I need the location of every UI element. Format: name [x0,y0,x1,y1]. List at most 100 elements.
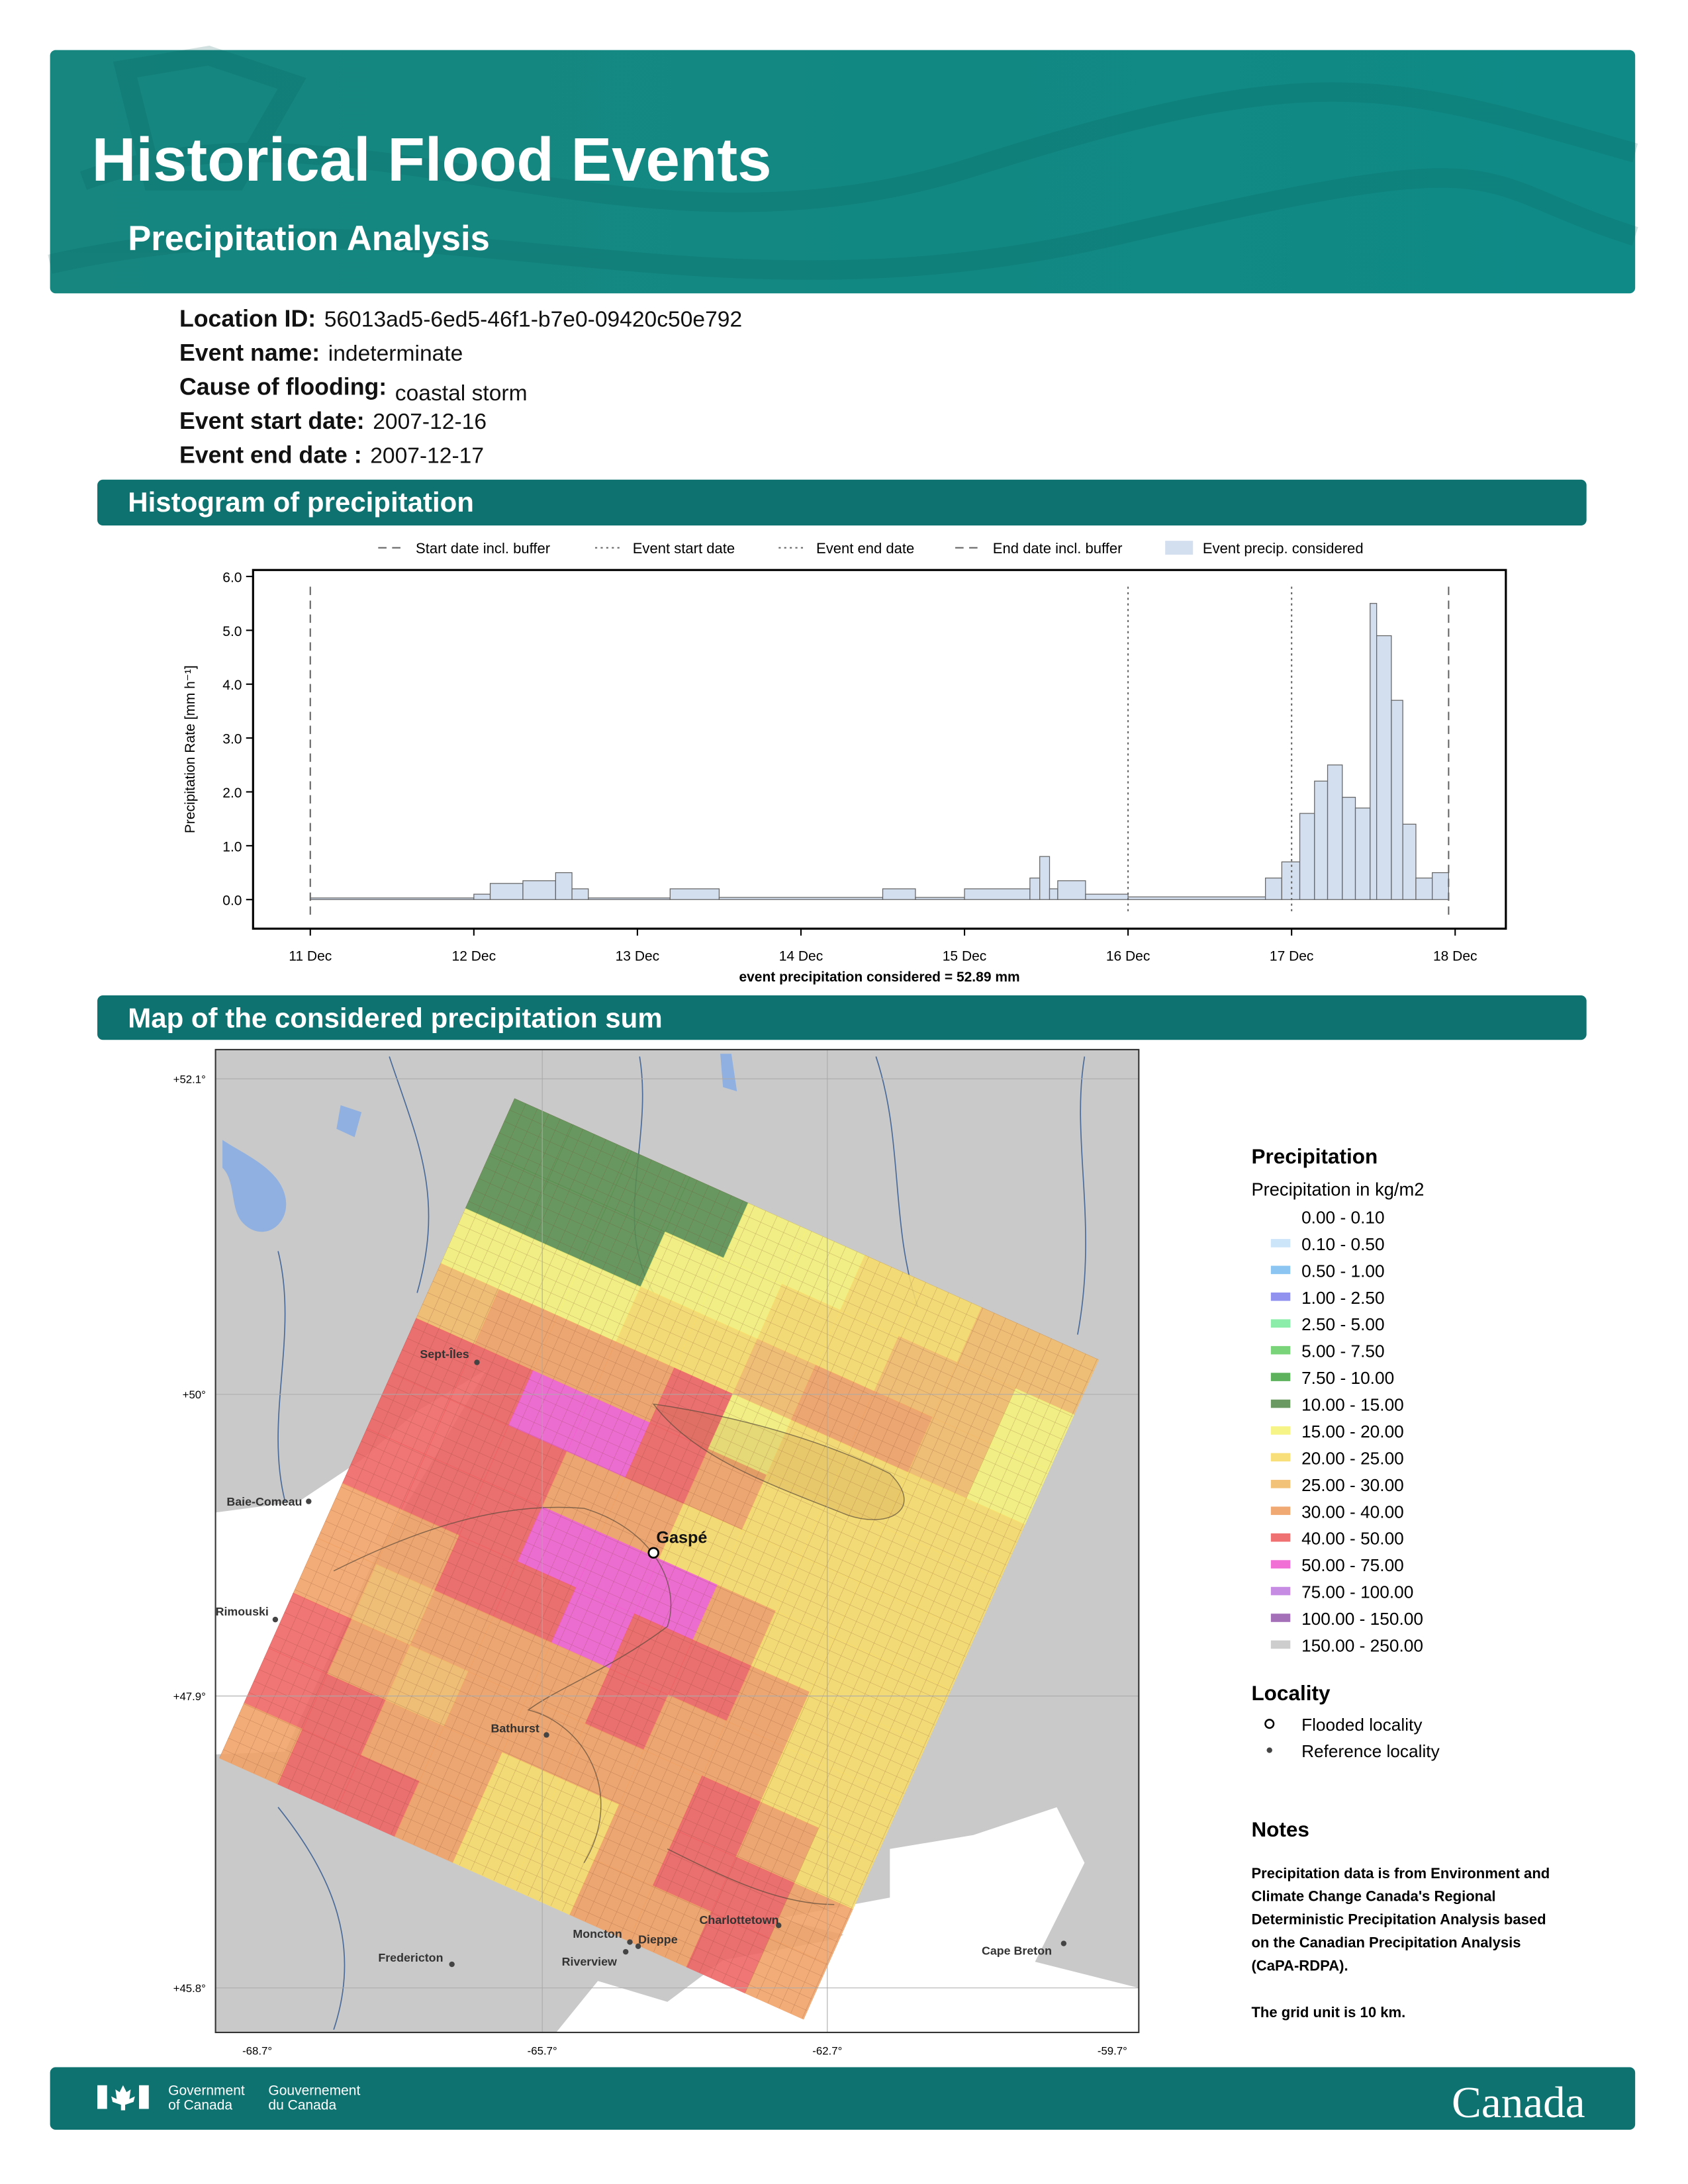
histogram-bar [882,888,916,900]
histogram-bar [1127,896,1266,900]
canada-flag [97,2085,149,2111]
x-axis-label: event precipitation considered = 52.89 m… [739,970,1019,985]
legend-label: 100.00 - 150.00 [1301,1609,1423,1629]
info-value: 2007-12-17 [370,444,484,469]
reference-marker [1060,1940,1067,1946]
legend-label: Start date incl. buffer [416,540,550,557]
info-value: indeterminate [328,341,463,366]
y-tick-label: 5.0 [222,624,242,639]
gov-en: Government [168,2083,245,2099]
water [556,1904,1139,2032]
histogram-bar [1402,823,1417,900]
x-tick-label: 16 Dec [1106,949,1150,964]
precip-grid [219,1098,1100,2020]
legend-label: 0.00 - 0.10 [1301,1207,1385,1227]
x-tick-label: 15 Dec [943,949,987,964]
reference-marker [635,1943,641,1949]
legend-swatch [1270,1426,1291,1435]
legend-label: 2.50 - 5.00 [1301,1314,1385,1334]
legend-swatch [1270,1373,1291,1381]
footer-band [50,2067,1636,2130]
info-value: coastal storm [395,381,528,406]
legend-label: Flooded locality [1301,1715,1423,1735]
histogram-bar [1354,807,1371,900]
notes-line: Precipitation data is from Environment a… [1251,1865,1550,1882]
flooded-marker [1264,1719,1275,1729]
legend-label: 1.00 - 2.50 [1301,1288,1385,1308]
histogram-bar [1376,635,1392,900]
notes: Notes Precipitation data is from Environm… [1251,1817,1550,2021]
rivers [277,1056,1086,2030]
place-label: Riverview [562,1955,617,1968]
place-label: Charlottetown [700,1913,779,1927]
map: Sept-Îles Baie-Comeau Rimouski Bathurst Monc… [215,1049,1139,2032]
legend-swatch [1270,1480,1291,1488]
info-value: 2007-12-16 [373,410,487,434]
map-frame [214,1048,1140,2034]
histogram-bar [522,880,556,900]
histogram-bar [1432,872,1449,900]
place-label: Sept-Îles [420,1347,469,1361]
gov-en: of Canada [168,2098,232,2113]
legend-swatch [1270,1239,1291,1248]
reference-marker [1266,1747,1272,1753]
lat-label: +47.9° [173,1690,206,1703]
legend-label: 7.50 - 10.00 [1301,1368,1394,1388]
legend-label: 30.00 - 40.00 [1301,1502,1404,1522]
histogram-bar [1415,878,1433,900]
page-title: Historical Flood Events [92,125,772,194]
legend-label: 150.00 - 250.00 [1301,1635,1423,1655]
legend-swatch [1270,1399,1291,1408]
place-label: Gaspé [656,1529,707,1547]
header-band [50,50,1636,294]
reference-marker [272,1616,279,1623]
notes-line: (CaPA-RDPA). [1251,1957,1348,1974]
legend-swatch [1270,1212,1291,1221]
lake [222,1054,737,1232]
histogram-bar [718,897,884,900]
legend-patch [1165,541,1194,555]
place-label: Baie-Comeau [226,1495,302,1508]
legend-label: 40.00 - 50.00 [1301,1529,1404,1549]
legend-swatch [1270,1533,1291,1542]
reference-marker [776,1923,782,1929]
y-tick-label: 4.0 [222,678,242,693]
legend-subtitle: Precipitation in kg/m2 [1251,1179,1424,1199]
place-label: Cape Breton [982,1944,1052,1957]
flooded-marker [647,1547,659,1559]
x-tick-label: 18 Dec [1433,949,1477,964]
y-axis-label: Precipitation Rate [mm h⁻¹] [183,665,198,833]
legend-label: 50.00 - 75.00 [1301,1555,1404,1575]
place-label: Moncton [573,1927,622,1940]
histogram-bar [1039,856,1051,900]
coastline [333,1403,905,1905]
legend-swatch [1270,1614,1291,1622]
info-label: Event name: [179,340,320,366]
histogram-bar [1370,603,1378,900]
y-tick-label: 1.0 [222,839,242,854]
legend-swatch [1270,1265,1291,1275]
histogram-bar [1327,764,1343,900]
x-tick-label: 14 Dec [779,949,823,964]
histogram-bar [1049,888,1058,900]
legend-label: Event end date [816,540,914,557]
lon-label: -59.7° [1098,2045,1127,2058]
lat-label: +50° [183,1388,206,1401]
x-tick-label: 17 Dec [1270,949,1314,964]
histogram-bar [1391,700,1403,900]
legend-label: Reference locality [1301,1741,1440,1761]
place-label: Dieppe [638,1933,678,1946]
gov-fr: du Canada [268,2098,336,2113]
lat-label: +45.8° [173,1982,206,1995]
histogram-bar [915,897,965,900]
grid-lines [219,1098,1099,2019]
place-label: Fredericton [378,1951,443,1964]
histogram-bar [1085,893,1129,900]
legend-label: 0.10 - 0.50 [1301,1234,1385,1254]
reference-marker [543,1732,549,1738]
histogram-bar [489,883,524,900]
wordmark: Canada [1452,2077,1585,2127]
